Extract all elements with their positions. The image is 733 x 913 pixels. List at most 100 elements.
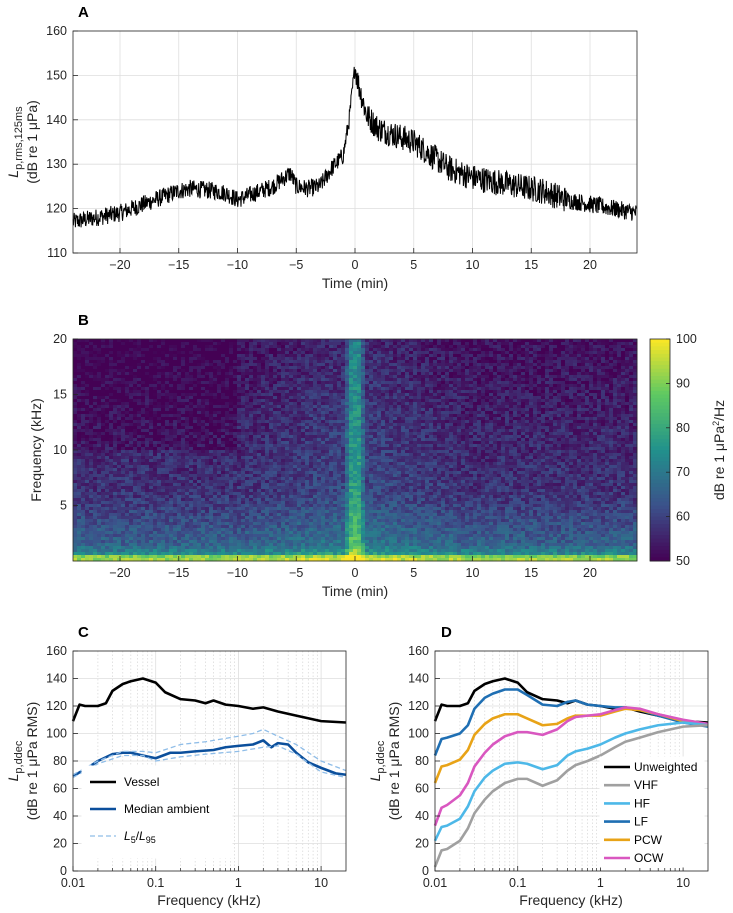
heatmap-cell: [385, 417, 390, 421]
heatmap-cell: [605, 417, 610, 421]
heatmap-cell: [361, 417, 366, 421]
heatmap-cell: [577, 372, 582, 376]
heatmap-cell: [201, 405, 206, 409]
heatmap-cell: [369, 429, 374, 433]
heatmap-cell: [617, 426, 622, 430]
heatmap-cell: [413, 360, 418, 364]
heatmap-cell: [149, 393, 154, 397]
heatmap-cell: [533, 420, 538, 424]
heatmap-cell: [153, 417, 158, 421]
heatmap-cell: [89, 444, 94, 448]
heatmap-cell: [177, 339, 182, 343]
heatmap-cell: [141, 369, 146, 373]
heatmap-cell: [205, 420, 210, 424]
heatmap-cell: [125, 414, 130, 418]
heatmap-cell: [317, 402, 322, 406]
heatmap-cell: [601, 369, 606, 373]
heatmap-cell: [329, 423, 334, 427]
heatmap-cell: [509, 384, 514, 388]
heatmap-cell: [97, 339, 102, 343]
heatmap-cell: [577, 426, 582, 430]
heatmap-cell: [261, 408, 266, 412]
heatmap-cell: [89, 435, 94, 439]
heatmap-cell: [429, 402, 434, 406]
heatmap-cell: [145, 384, 150, 388]
heatmap-cell: [381, 435, 386, 439]
heatmap-cell: [145, 372, 150, 376]
heatmap-cell: [457, 366, 462, 370]
heatmap-cell: [309, 384, 314, 388]
heatmap-cell: [345, 375, 350, 379]
heatmap-cell: [421, 378, 426, 382]
heatmap-cell: [349, 348, 354, 352]
heatmap-cell: [153, 438, 158, 442]
heatmap-cell: [469, 369, 474, 373]
heatmap-cell: [613, 393, 618, 397]
heatmap-cell: [621, 417, 626, 421]
heatmap-cell: [333, 432, 338, 436]
heatmap-cell: [477, 366, 482, 370]
heatmap-cell: [521, 417, 526, 421]
heatmap-cell: [245, 429, 250, 433]
heatmap-cell: [301, 339, 306, 343]
heatmap-cell: [161, 381, 166, 385]
heatmap-cell: [125, 360, 130, 364]
heatmap-cell: [485, 384, 490, 388]
heatmap-cell: [449, 342, 454, 346]
heatmap-cell: [517, 360, 522, 364]
heatmap-cell: [101, 378, 106, 382]
heatmap-cell: [469, 363, 474, 367]
heatmap-cell: [521, 432, 526, 436]
heatmap-cell: [133, 411, 138, 415]
heatmap-cell: [289, 375, 294, 379]
heatmap-cell: [189, 408, 194, 412]
heatmap-cell: [341, 399, 346, 403]
heatmap-cell: [405, 390, 410, 394]
heatmap-cell: [261, 390, 266, 394]
heatmap-cell: [293, 339, 298, 343]
heatmap-cell: [85, 393, 90, 397]
heatmap-cell: [261, 339, 266, 343]
heatmap-cell: [585, 435, 590, 439]
heatmap-cell: [553, 429, 558, 433]
heatmap-cell: [281, 366, 286, 370]
heatmap-cell: [257, 363, 262, 367]
heatmap-cell: [509, 339, 514, 343]
heatmap-cell: [213, 363, 218, 367]
heatmap-cell: [297, 393, 302, 397]
heatmap-cell: [465, 402, 470, 406]
heatmap-cell: [549, 339, 554, 343]
heatmap-cell: [137, 342, 142, 346]
heatmap-cell: [93, 351, 98, 355]
heatmap-cell: [293, 393, 298, 397]
heatmap-cell: [557, 423, 562, 427]
heatmap-cell: [113, 357, 118, 361]
heatmap-cell: [469, 438, 474, 442]
heatmap-cell: [81, 438, 86, 442]
heatmap-cell: [353, 345, 358, 349]
heatmap-cell: [509, 396, 514, 400]
heatmap-cell: [513, 441, 518, 445]
heatmap-cell: [317, 348, 322, 352]
heatmap-cell: [297, 396, 302, 400]
heatmap-cell: [569, 360, 574, 364]
heatmap-cell: [241, 366, 246, 370]
heatmap-cell: [313, 369, 318, 373]
heatmap-cell: [281, 414, 286, 418]
heatmap-cell: [353, 393, 358, 397]
heatmap-cell: [301, 378, 306, 382]
heatmap-cell: [465, 339, 470, 343]
heatmap-cell: [153, 363, 158, 367]
heatmap-cell: [517, 357, 522, 361]
heatmap-cell: [381, 414, 386, 418]
heatmap-cell: [441, 414, 446, 418]
heatmap-cell: [397, 396, 402, 400]
heatmap-cell: [365, 372, 370, 376]
heatmap-cell: [509, 441, 514, 445]
heatmap-cell: [573, 360, 578, 364]
heatmap-cell: [345, 378, 350, 382]
heatmap-cell: [225, 384, 230, 388]
heatmap-cell: [165, 420, 170, 424]
heatmap-cell: [81, 387, 86, 391]
heatmap-cell: [409, 417, 414, 421]
